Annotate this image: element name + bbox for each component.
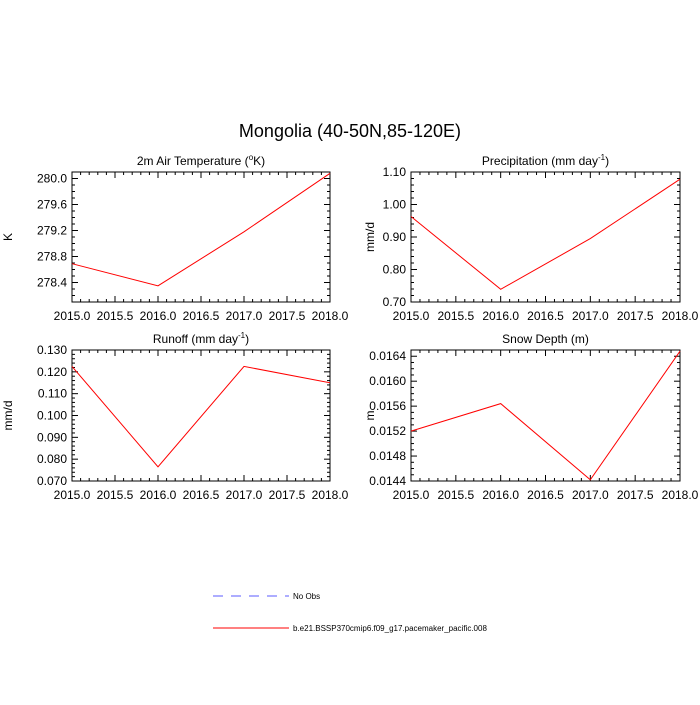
panel-1: 2015.0 2015.5 2016.0 2016.5 2017.0 2017.5 2018… xyxy=(1,153,349,323)
y-tick-label: 0.080 xyxy=(37,452,67,466)
x-tick-label: 2015.0 xyxy=(54,488,91,502)
y-tick-label: 278.4 xyxy=(37,276,67,290)
x-tick-label: 2015.5 xyxy=(437,488,474,502)
y-tick-label: 0.090 xyxy=(37,430,67,444)
plot-frame xyxy=(72,172,330,302)
x-tick-label: 2018.0 xyxy=(312,309,349,323)
y-tick-label: 0.100 xyxy=(37,409,67,423)
x-tick-label: 2016.0 xyxy=(140,488,177,502)
series-line xyxy=(72,173,330,285)
y-tick-label: 0.120 xyxy=(37,365,67,379)
x-tick-label: 2016.5 xyxy=(183,488,220,502)
figure-title: Mongolia (40-50N,85-120E) xyxy=(239,121,461,141)
legend-label-model: b.e21.BSSP370cmip6.f09_g17.pacemaker_pac… xyxy=(293,624,487,633)
x-tick-label: 2016.0 xyxy=(140,309,177,323)
y-tick-label: 0.0164 xyxy=(369,349,406,363)
y-tick-label: 0.0148 xyxy=(369,449,406,463)
y-tick-label: 0.070 xyxy=(37,474,67,488)
x-tick-label: 2017.5 xyxy=(617,309,654,323)
x-tick-label: 2015.0 xyxy=(54,309,91,323)
x-tick-label: 2017.0 xyxy=(572,488,609,502)
panel-4: 2015.0 2015.5 2016.0 2016.5 2017.0 2017.5 2018… xyxy=(363,332,699,502)
y-tick-label: 0.0160 xyxy=(369,374,406,388)
series-line xyxy=(72,366,330,466)
y-axis-label: mm/d xyxy=(363,222,377,252)
x-tick-label: 2017.0 xyxy=(226,309,263,323)
y-axis-label: mm/d xyxy=(1,401,15,431)
panel-3: 2015.0 2015.5 2016.0 2016.5 2017.0 2017.5 2018… xyxy=(1,331,349,502)
x-tick-label: 2016.0 xyxy=(482,309,519,323)
y-tick-label: 1.00 xyxy=(383,198,407,212)
panel-2: 2015.0 2015.5 2016.0 2016.5 2017.0 2017.5 2018… xyxy=(363,153,699,323)
plot-frame xyxy=(411,172,680,302)
y-axis-label: K xyxy=(1,233,15,241)
plot-frame xyxy=(411,350,680,481)
x-tick-label: 2017.5 xyxy=(617,488,654,502)
x-tick-label: 2015.0 xyxy=(393,488,430,502)
x-tick-label: 2015.5 xyxy=(437,309,474,323)
x-tick-label: 2017.5 xyxy=(269,309,306,323)
y-tick-label: 0.90 xyxy=(383,230,407,244)
panel-title: Snow Depth (m) xyxy=(502,332,589,346)
y-tick-label: 1.10 xyxy=(383,165,407,179)
panel-title: Precipitation (mm day-1) xyxy=(482,153,609,168)
series-line xyxy=(411,351,680,480)
panel-title: Runoff (mm day-1) xyxy=(153,331,249,346)
x-tick-label: 2017.5 xyxy=(269,488,306,502)
x-tick-label: 2015.5 xyxy=(97,309,134,323)
legend: No Obs b.e21.BSSP370cmip6.f09_g17.pacema… xyxy=(213,592,487,633)
series-line xyxy=(411,179,680,289)
x-tick-label: 2018.0 xyxy=(662,488,699,502)
legend-label-no-obs: No Obs xyxy=(293,592,320,601)
y-tick-label: 280.0 xyxy=(37,172,67,186)
x-tick-label: 2016.0 xyxy=(482,488,519,502)
x-tick-label: 2016.5 xyxy=(527,488,564,502)
y-tick-label: 0.130 xyxy=(37,343,67,357)
x-tick-label: 2015.5 xyxy=(97,488,134,502)
x-tick-label: 2016.5 xyxy=(527,309,564,323)
plot-frame xyxy=(72,350,330,481)
x-tick-label: 2018.0 xyxy=(662,309,699,323)
y-axis-label: m xyxy=(363,411,377,421)
x-tick-label: 2017.0 xyxy=(226,488,263,502)
y-tick-label: 0.110 xyxy=(38,387,67,401)
x-tick-label: 2016.5 xyxy=(183,309,220,323)
y-tick-label: 279.2 xyxy=(37,224,67,238)
y-tick-label: 0.80 xyxy=(383,263,407,277)
y-tick-label: 279.6 xyxy=(37,198,67,212)
x-tick-label: 2015.0 xyxy=(393,309,430,323)
y-tick-label: 0.70 xyxy=(383,295,407,309)
y-tick-label: 0.0152 xyxy=(369,424,406,438)
x-tick-label: 2017.0 xyxy=(572,309,609,323)
panel-title: 2m Air Temperature (oK) xyxy=(137,153,265,168)
y-tick-label: 0.0144 xyxy=(369,474,406,488)
y-tick-label: 278.8 xyxy=(37,250,67,264)
x-tick-label: 2018.0 xyxy=(312,488,349,502)
